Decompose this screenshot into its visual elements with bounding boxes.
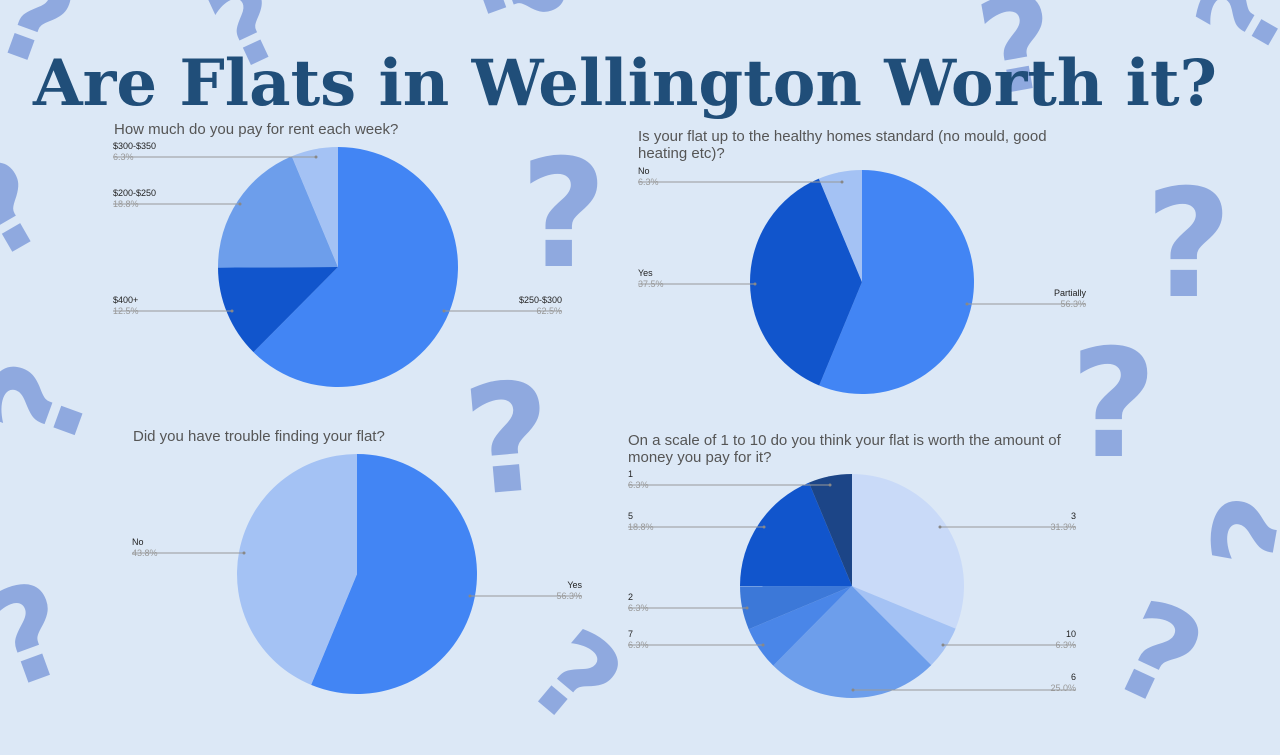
slide-title: Are Flats in Wellington Worth it? (32, 46, 1218, 121)
slice-percent: 18.8% (113, 199, 139, 209)
leader-dot (238, 202, 242, 206)
question-mark-icon: ? (1145, 158, 1233, 332)
leader-dot (938, 525, 942, 529)
leader-dot (761, 643, 765, 647)
slice-label: 2 (628, 592, 633, 602)
slice-label: Partially (1054, 288, 1087, 298)
pie-slice (218, 267, 338, 353)
pie-chart: 331.3%106.3%625.0%76.3%26.3%518.8%16.3% (628, 469, 1076, 698)
leader-dot (230, 309, 234, 313)
slice-label: $200-$250 (113, 188, 156, 198)
slice-label: 10 (1066, 629, 1076, 639)
pie-slice (217, 156, 338, 268)
pie-slice (808, 474, 852, 586)
question-mark-icon: ? (1070, 318, 1158, 492)
leader-dot (753, 282, 757, 286)
slice-label: $400+ (113, 295, 138, 305)
pie-slice (852, 474, 964, 629)
pie-slice (740, 586, 852, 630)
pie-charts-canvas: $250-$30062.5%$400+12.5%$200-$25018.8%$3… (113, 141, 1086, 698)
pie-slice (291, 147, 338, 267)
pie-slice (773, 586, 932, 698)
chart-title-worth-rating: On a scale of 1 to 10 do you think your … (628, 432, 1061, 466)
leader-dot (314, 155, 318, 159)
slice-percent: 6.3% (113, 152, 134, 162)
slice-percent: 6.3% (628, 480, 649, 490)
leader-dot (762, 525, 766, 529)
question-mark-icon: ? (520, 128, 608, 302)
leader-dot (851, 688, 855, 692)
slice-label: $300-$350 (113, 141, 156, 151)
slice-percent: 43.8% (132, 548, 158, 558)
slice-label: 6 (1071, 672, 1076, 682)
pie-slice (852, 586, 956, 666)
chart-title-rent: How much do you pay for rent each week? (114, 121, 399, 138)
slice-percent: 6.3% (638, 177, 659, 187)
slice-label: 7 (628, 629, 633, 639)
leader-dot (941, 643, 945, 647)
slice-percent: 6.3% (628, 603, 649, 613)
leader-dot (468, 594, 472, 598)
slice-percent: 62.5% (536, 306, 562, 316)
slice-label: Yes (567, 580, 582, 590)
slice-label: 3 (1071, 511, 1076, 521)
slice-label: 1 (628, 469, 633, 479)
slice-label: No (638, 166, 650, 176)
leader-dot (745, 606, 749, 610)
slice-label: Yes (638, 268, 653, 278)
slice-percent: 12.5% (113, 306, 139, 316)
slice-percent: 6.3% (628, 640, 649, 650)
leader-dot (442, 309, 446, 313)
chart-title-healthy-homes: Is your flat up to the healthy homes sta… (638, 128, 1047, 162)
slice-percent: 31.3% (1050, 522, 1076, 532)
pie-slice (253, 147, 459, 387)
pie-slice (311, 454, 478, 694)
pie-slice (750, 178, 862, 386)
slice-percent: 37.5% (638, 279, 664, 289)
slice-percent: 25.0% (1050, 683, 1076, 693)
slice-percent: 56.3% (556, 591, 582, 601)
slice-percent: 56.3% (1060, 299, 1086, 309)
chart-title-trouble-finding: Did you have trouble finding your flat? (133, 428, 385, 445)
slice-label: No (132, 537, 144, 547)
leader-dot (828, 483, 832, 487)
pie-slice (819, 170, 974, 394)
slice-label: $250-$300 (519, 295, 562, 305)
pie-slice (818, 170, 862, 282)
leader-dot (242, 551, 246, 555)
leader-dot (965, 302, 969, 306)
pie-slice (237, 454, 357, 685)
pie-slice (748, 586, 852, 666)
slice-percent: 6.3% (1055, 640, 1076, 650)
slice-percent: 18.8% (628, 522, 654, 532)
slice-label: 5 (628, 511, 633, 521)
leader-dot (840, 180, 844, 184)
pie-slice (740, 482, 852, 587)
